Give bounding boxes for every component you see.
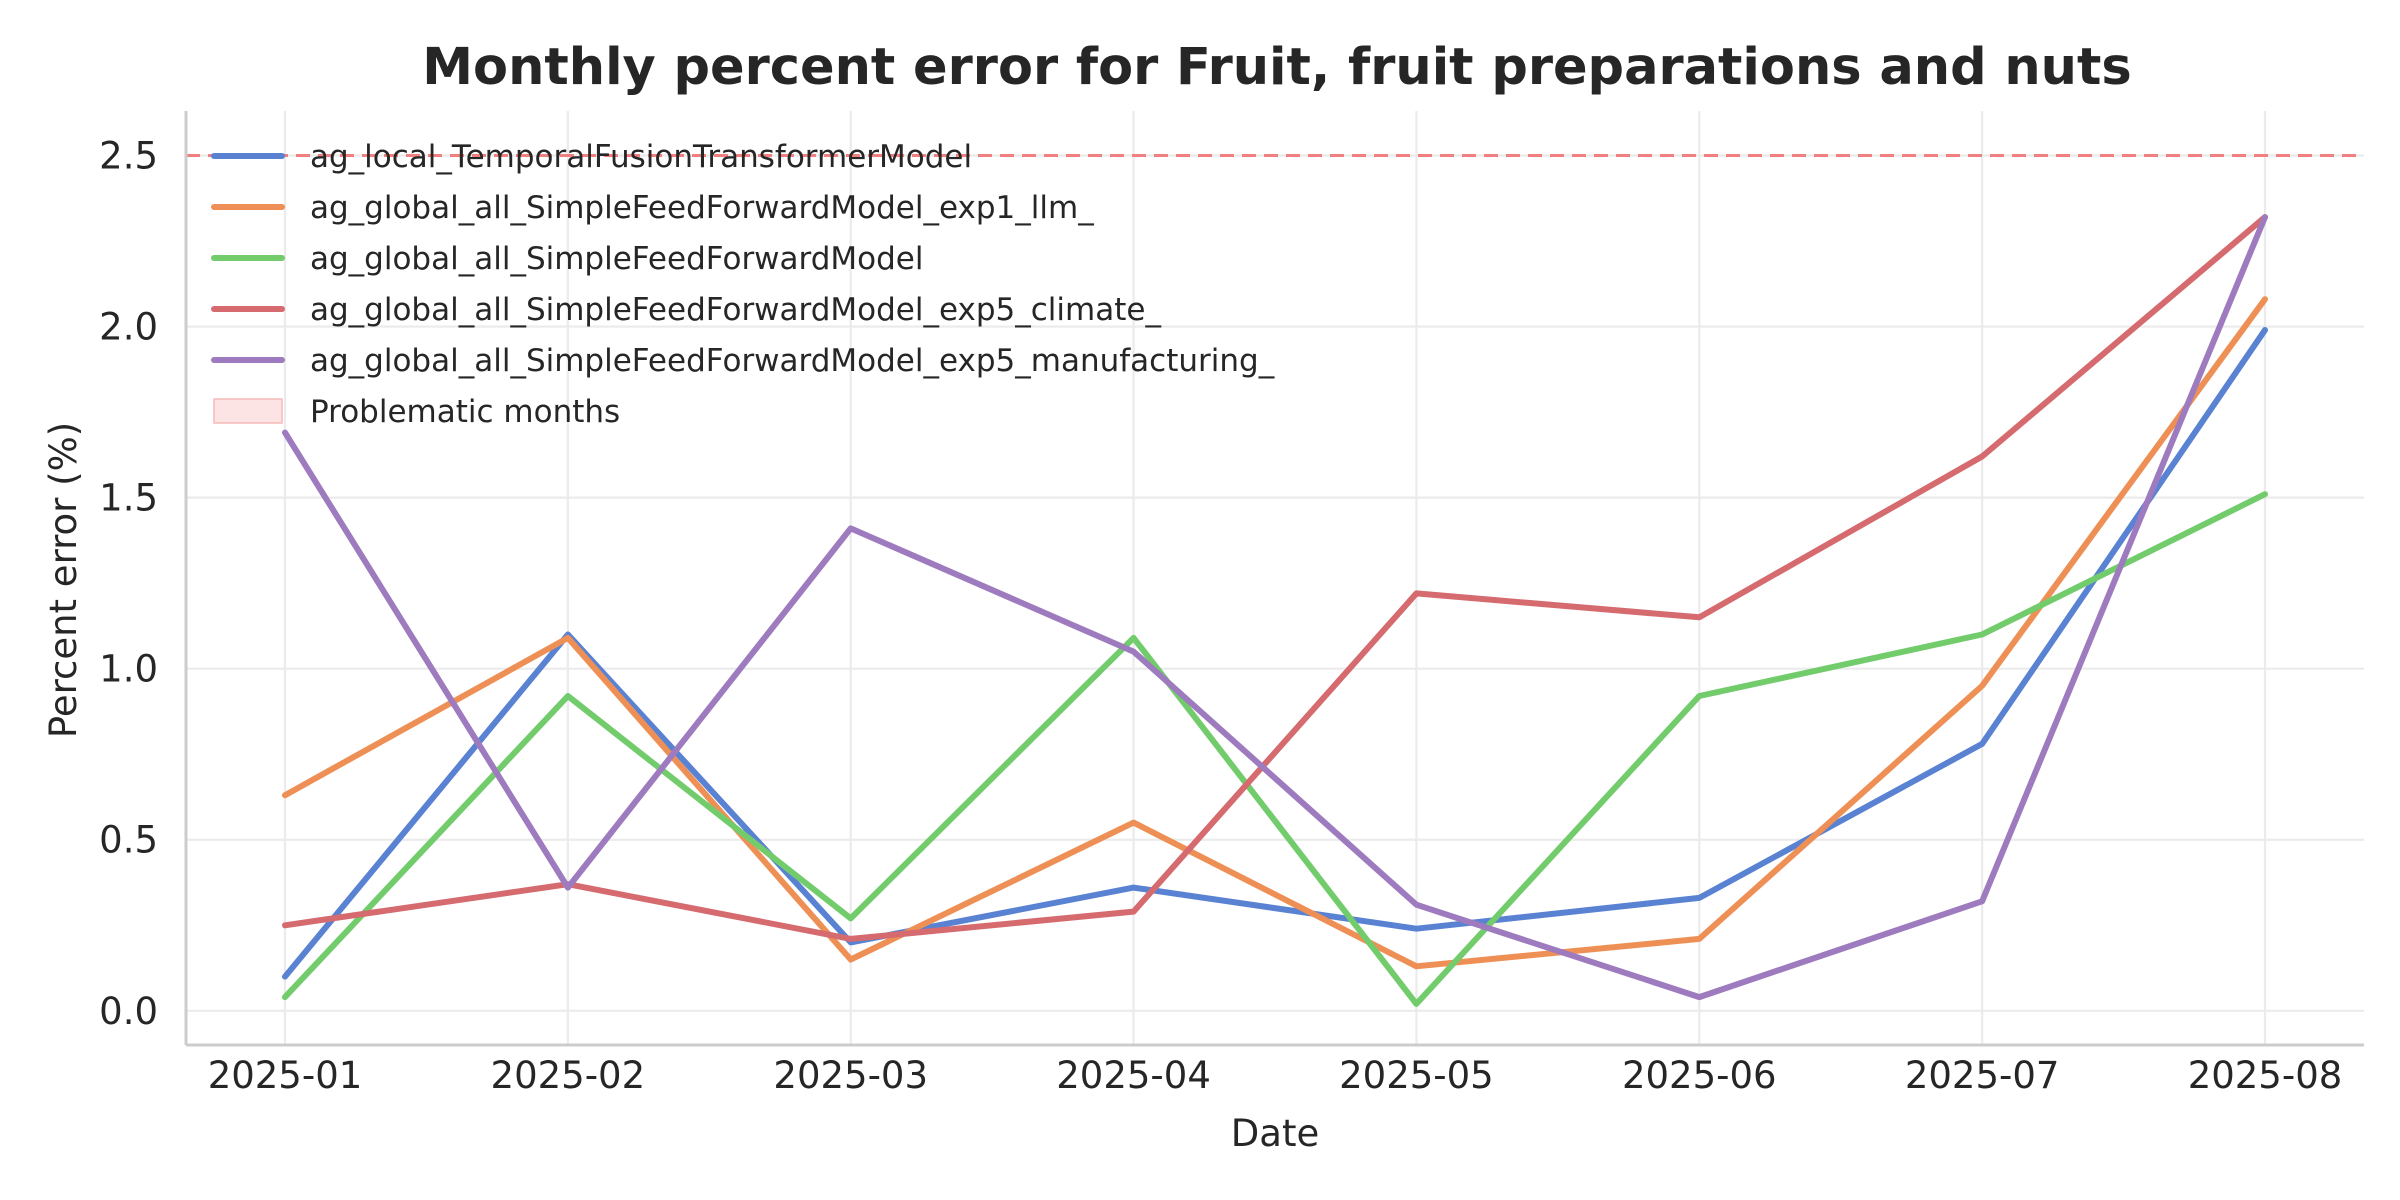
series-line-1 (282, 327, 2268, 980)
y-tick-label: 0.5 (99, 819, 158, 862)
x-tick-label: 2025-07 (1905, 1054, 2060, 1097)
axes-spines (184, 111, 2364, 1047)
y-tick-label: 1.0 (99, 648, 158, 691)
tick-labels: 0.0 0.5 1.0 1.5 2.0 2.5 2025-01 2025-02 2025-03 2… (99, 134, 2342, 1097)
legend-label: ag_local_TemporalFusionTransformerModel (310, 139, 972, 175)
x-tick-label: 2025-03 (773, 1054, 928, 1097)
y-tick-label: 1.5 (99, 477, 158, 520)
legend-item[interactable]: Problematic months (213, 394, 620, 430)
x-tick-label: 2025-08 (2188, 1054, 2343, 1097)
x-tick-label: 2025-04 (1056, 1054, 1211, 1097)
legend[interactable]: ag_local_TemporalFusionTransformerModela… (211, 139, 1275, 430)
x-tick-label: 2025-01 (208, 1054, 363, 1097)
legend-label: Problematic months (310, 394, 620, 430)
series-line-5 (282, 214, 2268, 1001)
series-line-2 (282, 296, 2268, 970)
chart-title: Monthly percent error for Fruit, fruit p… (422, 38, 2131, 97)
legend-item[interactable]: ag_global_all_SimpleFeedForwardModel_exp… (211, 343, 1275, 379)
legend-label: ag_global_all_SimpleFeedForwardModel_exp… (310, 343, 1275, 379)
y-tick-label: 2.0 (99, 306, 158, 349)
x-tick-label: 2025-02 (491, 1054, 646, 1097)
y-axis-label: Percent error (%) (42, 422, 85, 738)
legend-item[interactable]: ag_global_all_SimpleFeedForwardModel_exp… (211, 190, 1094, 226)
x-tick-label: 2025-05 (1339, 1054, 1494, 1097)
series-line-4 (282, 214, 2268, 942)
legend-label: ag_global_all_SimpleFeedForwardModel (310, 241, 924, 277)
legend-item[interactable]: ag_local_TemporalFusionTransformerModel (211, 139, 972, 175)
legend-item[interactable]: ag_global_all_SimpleFeedForwardModel_exp… (211, 292, 1161, 328)
legend-label: ag_global_all_SimpleFeedForwardModel_exp… (310, 292, 1161, 328)
series-group (282, 214, 2268, 1007)
legend-item[interactable]: ag_global_all_SimpleFeedForwardModel (211, 241, 924, 277)
y-tick-label: 2.5 (99, 134, 158, 177)
y-tick-label: 0.0 (99, 990, 158, 1033)
legend-label: ag_global_all_SimpleFeedForwardModel_exp… (310, 190, 1094, 226)
x-axis-label: Date (1231, 1112, 1319, 1155)
x-tick-label: 2025-06 (1622, 1054, 1777, 1097)
legend-patch (213, 398, 283, 424)
series-line-3 (282, 491, 2268, 1007)
